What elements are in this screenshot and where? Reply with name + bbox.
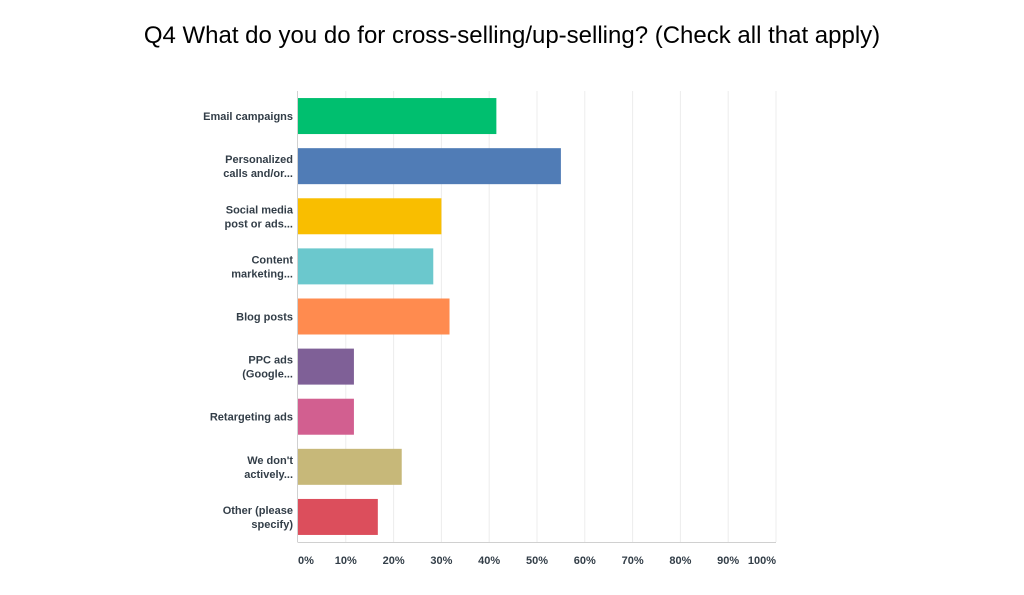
x-tick-label: 80% (669, 555, 691, 567)
x-tick-label: 30% (430, 555, 452, 567)
bar (298, 198, 442, 235)
y-category-label: Other (please specify) (223, 505, 294, 531)
bar (298, 148, 561, 185)
x-tick-label: 90% (717, 555, 739, 567)
bar (298, 298, 450, 335)
bar (298, 248, 434, 285)
y-category-label: Blog posts (236, 312, 293, 324)
y-category-label: Social media post or ads... (225, 204, 294, 230)
x-tick-label: 10% (335, 555, 357, 567)
page-title: Q4 What do you do for cross-selling/up-s… (143, 22, 881, 49)
bar (298, 348, 354, 385)
bar (298, 398, 354, 435)
bar (298, 98, 497, 135)
y-category-label: Personalized calls and/or... (223, 154, 293, 180)
y-category-label: Retargeting ads (210, 412, 293, 424)
y-category-label: PPC ads (Google... (242, 355, 293, 381)
bar (298, 448, 402, 485)
x-tick-label: 50% (526, 555, 548, 567)
x-tick-label: 60% (574, 555, 596, 567)
x-tick-label: 40% (478, 555, 500, 567)
x-tick-label: 0% (298, 555, 314, 567)
x-tick-label: 100% (748, 555, 776, 567)
bar (298, 498, 378, 535)
y-category-label: Content marketing... (231, 254, 293, 280)
x-tick-label: 20% (383, 555, 405, 567)
x-tick-label: 70% (622, 555, 644, 567)
y-category-label: Email campaigns (203, 111, 293, 123)
y-category-label: We don't actively... (244, 455, 293, 481)
